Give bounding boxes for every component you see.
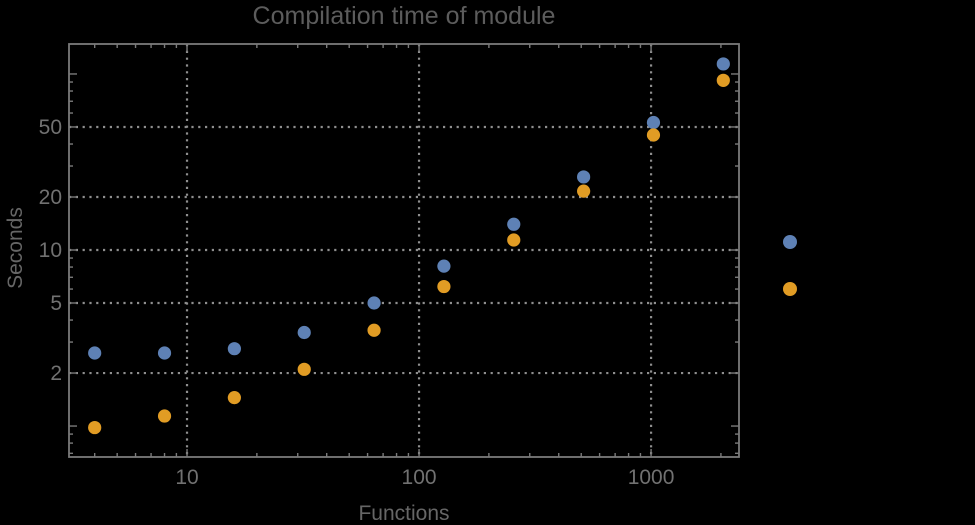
data-point-blue-series bbox=[88, 346, 102, 360]
data-point-orange-series bbox=[88, 420, 102, 435]
data-point-orange-series bbox=[227, 391, 241, 405]
y-axis-label: Seconds bbox=[4, 207, 27, 289]
data-point-orange-series bbox=[507, 233, 521, 247]
data-point-orange-series bbox=[157, 409, 172, 423]
data-point-orange-series bbox=[646, 128, 661, 142]
data-point-blue-series bbox=[646, 115, 661, 130]
data-point-blue-series bbox=[507, 217, 521, 231]
data-point-orange-series bbox=[297, 362, 311, 376]
x-tick-label: 100 bbox=[402, 466, 437, 489]
data-point-blue-series bbox=[577, 170, 591, 184]
y-tick-label: 5 bbox=[50, 292, 62, 315]
y-tick-label: 10 bbox=[39, 239, 62, 262]
y-tick-label: 2 bbox=[50, 362, 62, 385]
data-point-blue-series bbox=[716, 57, 730, 71]
data-point-blue-series bbox=[297, 325, 311, 340]
y-tick-label: 20 bbox=[39, 186, 62, 209]
x-axis-label: Functions bbox=[358, 502, 450, 525]
data-point-blue-series bbox=[437, 259, 451, 273]
y-tick-label: 50 bbox=[39, 116, 62, 139]
data-point-blue-series bbox=[367, 296, 381, 310]
data-point-orange-series bbox=[577, 184, 591, 198]
data-point-orange-series bbox=[716, 73, 730, 87]
data-point-blue-series bbox=[227, 342, 241, 356]
data-point-orange-series bbox=[367, 323, 381, 337]
x-tick-label: 1000 bbox=[628, 466, 675, 489]
x-tick-label: 10 bbox=[175, 466, 198, 489]
chart-title: Compilation time of module bbox=[252, 2, 556, 30]
legend-marker-blue-series bbox=[783, 235, 797, 249]
data-point-blue-series bbox=[157, 346, 172, 360]
data-point-orange-series bbox=[437, 279, 451, 294]
legend-marker-orange-series bbox=[783, 282, 797, 296]
